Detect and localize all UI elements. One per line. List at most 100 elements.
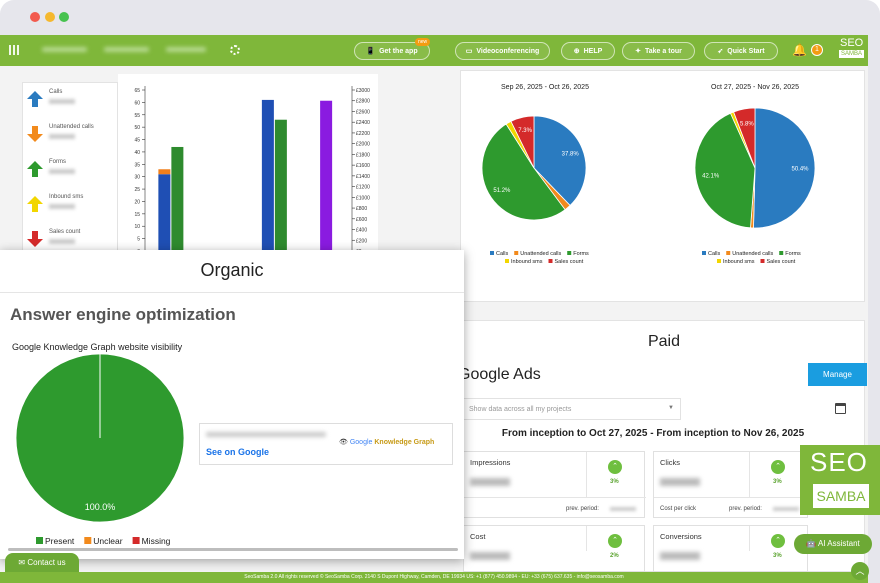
y-tick-label: 50: [134, 125, 140, 131]
max-dot[interactable]: [59, 12, 69, 22]
trend-arrow: [27, 196, 43, 204]
change-value: 3%: [773, 553, 782, 559]
kpi-label: Inbound sms: [49, 194, 84, 200]
scrollbar[interactable]: [8, 548, 458, 551]
trend-stem: [32, 231, 38, 239]
logo-top: SEO: [840, 37, 864, 49]
kg-google: Google: [349, 439, 373, 446]
calendar-icon[interactable]: [835, 403, 846, 414]
trend-arrow: [27, 134, 43, 142]
ai-assistant-label: AI Assistant: [817, 539, 860, 548]
manage-button[interactable]: Manage: [808, 363, 867, 386]
metric-card: Conversions ⌃ 3%: [653, 525, 808, 572]
value-label: 7.3%: [518, 128, 532, 134]
y-tick-label: 15: [134, 212, 140, 218]
scroll-top[interactable]: ︿: [851, 562, 869, 580]
metric-card: Impressions ⌃ 3% prev. period:: [463, 451, 646, 518]
nav-item[interactable]: [166, 47, 206, 52]
legend-label: Unattended calls: [520, 251, 561, 257]
min-dot[interactable]: [45, 12, 55, 22]
bell-icon[interactable]: 🔔: [792, 43, 807, 57]
pie-slice: [510, 115, 535, 169]
trend-stem: [32, 99, 38, 107]
change-icon: ⌃: [608, 534, 622, 548]
legend-label: Sales count: [555, 259, 584, 265]
pie-slice: [694, 112, 756, 229]
see-on-google[interactable]: See on Google: [206, 447, 270, 457]
bar: [261, 99, 274, 252]
legend-swatch: [505, 259, 509, 263]
tour-button[interactable]: ✦ Take a tour: [622, 42, 695, 60]
change-icon: ⌃: [771, 460, 785, 474]
pie-title: Oct 27, 2025 - Nov 26, 2025: [711, 84, 799, 91]
period-heading: From inception to Oct 27, 2025 - From in…: [501, 428, 805, 439]
legend-label: Forms: [573, 251, 589, 257]
legend-swatch: [717, 259, 721, 263]
metric-divider: [749, 526, 750, 551]
contact-button[interactable]: ✉ Contact us: [5, 553, 79, 573]
value-label: 5.8%: [740, 122, 754, 128]
y2-tick-label: £2600: [356, 109, 370, 115]
y-tick-label: 10: [134, 224, 140, 230]
nav-item[interactable]: [104, 47, 149, 52]
y-tick-label: 60: [134, 100, 140, 106]
ai-assistant-button[interactable]: 🤖 AI Assistant: [794, 534, 872, 554]
quickstart-button[interactable]: ➶ Quick Start: [704, 42, 778, 60]
y2-tick-label: £2800: [356, 99, 370, 105]
y2-tick-label: £1800: [356, 152, 370, 158]
y2-tick-label: £1000: [356, 195, 370, 201]
legend-label: Unclear: [93, 536, 122, 546]
y2-tick-label: £2000: [356, 142, 370, 148]
nav-item[interactable]: [42, 47, 87, 52]
legend-swatch: [702, 251, 706, 255]
metric-value: [660, 478, 700, 486]
divider: [0, 292, 464, 293]
legend-label: Inbound sms: [723, 259, 755, 265]
change-value: 3%: [610, 479, 619, 485]
y-tick-label: 30: [134, 175, 140, 181]
metric-divider: [586, 452, 587, 497]
y2-tick-label: £3000: [356, 88, 370, 94]
legend-swatch: [760, 259, 765, 263]
pie-slice: [753, 107, 816, 229]
video-button[interactable]: ▭ Videoconferencing: [455, 42, 550, 60]
get-app-button[interactable]: 📱 Get the app: [354, 42, 430, 60]
metric-value: [470, 478, 510, 486]
metric-label: Clicks: [660, 458, 680, 467]
metric-divider: [749, 452, 750, 497]
y2-tick-label: £2200: [356, 131, 370, 137]
prev-label: prev. period:: [566, 506, 599, 512]
legend-swatch: [548, 259, 553, 263]
metric-footer-line: [464, 497, 646, 498]
legend-label: Forms: [785, 251, 801, 257]
prev-value: [773, 507, 799, 511]
close-dot[interactable]: [30, 12, 40, 22]
value-label: 37.8%: [562, 151, 580, 157]
pie-title: Google Knowledge Graph website visibilit…: [12, 342, 183, 352]
brand-top: SEO: [810, 447, 868, 477]
change-icon: ⌃: [608, 460, 622, 474]
apps-icon[interactable]: [9, 45, 19, 55]
trend-stem: [32, 126, 38, 134]
y-tick-label: 55: [134, 113, 140, 119]
y-tick-label: 45: [134, 138, 140, 144]
legend-swatch: [490, 251, 494, 255]
kg-text: Knowledge Graph: [374, 439, 435, 446]
pie-slice: [533, 115, 587, 207]
settings-icon[interactable]: [230, 45, 240, 55]
prev-value: [610, 507, 636, 511]
legend-label: Calls: [496, 251, 508, 257]
prev-label: prev. period:: [729, 506, 762, 512]
legend-label: Present: [45, 536, 75, 546]
value-label: 51.2%: [493, 188, 511, 194]
new-badge: new: [415, 38, 431, 46]
legend-swatch: [36, 537, 43, 544]
trend-stem: [32, 169, 38, 177]
help-button[interactable]: ⊕ HELP: [561, 42, 615, 60]
button-label: HELP: [583, 47, 603, 55]
kpi-value: [49, 204, 75, 209]
notification-badge: 1: [811, 44, 823, 56]
